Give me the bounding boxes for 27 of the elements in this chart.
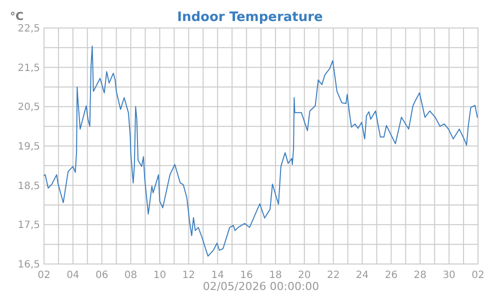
x-tick-label: 30 <box>442 270 456 281</box>
x-tick-label: 12 <box>182 270 196 281</box>
x-tick-label: 14 <box>211 270 224 281</box>
y-tick-label: 21,5 <box>18 62 40 74</box>
y-tick-label: 16,5 <box>18 260 40 270</box>
x-tick-label: 16 <box>240 270 253 281</box>
x-tick-label: 04 <box>66 270 80 281</box>
x-tick-label: 20 <box>298 270 311 281</box>
x-tick-label: 10 <box>153 270 166 281</box>
y-tick-label: 20,5 <box>18 102 40 114</box>
x-tick-label: 06 <box>96 270 108 281</box>
x-tick-label: 02 <box>472 270 484 281</box>
x-tick-label: 08 <box>124 270 138 281</box>
y-tick-label: 18,5 <box>18 180 40 192</box>
x-tick-label: 02 <box>38 270 50 281</box>
y-tick-label: 22,5 <box>18 24 40 34</box>
y-axis-title: °C <box>10 10 24 23</box>
y-tick-label: 19,5 <box>18 142 40 152</box>
x-tick-label: 22 <box>326 270 340 281</box>
x-tick-label: 24 <box>356 270 369 281</box>
line-series <box>44 46 478 257</box>
chart-title: Indoor Temperature <box>177 10 324 25</box>
x-tick-label: 28 <box>414 270 426 281</box>
x-tick-label: 26 <box>384 270 398 281</box>
x-axis-title: 02/05/2026 00:00:00 <box>202 280 320 293</box>
y-tick-label: 17,5 <box>18 220 40 232</box>
x-tick-label: 18 <box>269 270 282 281</box>
